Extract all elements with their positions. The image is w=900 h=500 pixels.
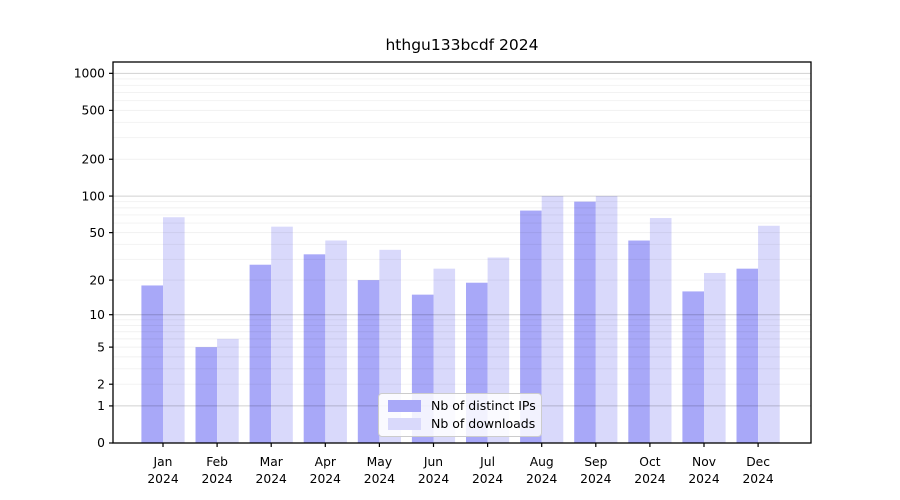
bar-downloads-Nov bbox=[704, 272, 726, 443]
bar-distinct-ips-Dec bbox=[736, 268, 759, 443]
plot-frame bbox=[112, 61, 812, 444]
x-tick-label-year: 2024 bbox=[418, 472, 449, 486]
legend-item-distinct-ips: Nb of distinct IPs bbox=[388, 398, 536, 414]
x-tick-label-month: Apr bbox=[315, 455, 337, 469]
y-tick-label: 200 bbox=[82, 152, 105, 166]
y-tick-label: 1000 bbox=[74, 67, 105, 81]
x-tick-label-year: 2024 bbox=[364, 472, 395, 486]
legend-swatch-distinct-ips-icon bbox=[388, 400, 421, 412]
y-tick-label: 2 bbox=[97, 377, 105, 391]
x-tick-label-year: 2024 bbox=[526, 472, 557, 486]
x-tick-label-month: Nov bbox=[692, 455, 716, 469]
bar-distinct-ips-Sep bbox=[574, 201, 596, 443]
bar-downloads-Feb bbox=[217, 338, 239, 443]
x-tick-label-month: Dec bbox=[746, 455, 770, 469]
x-tick-label-month: Jun bbox=[423, 455, 443, 469]
bar-distinct-ips-May bbox=[357, 280, 380, 443]
bar-distinct-ips-Apr bbox=[303, 254, 326, 443]
chart-title: hthgu133bcdf 2024 bbox=[385, 36, 539, 54]
bar-distinct-ips-Oct bbox=[628, 240, 650, 443]
x-tick-label-year: 2024 bbox=[688, 472, 719, 486]
bar-downloads-Sep bbox=[595, 196, 618, 443]
x-tick-label-month: Mar bbox=[260, 455, 284, 469]
bar-downloads-Dec bbox=[758, 225, 780, 443]
y-tick-label: 20 bbox=[89, 273, 105, 287]
x-tick-label-month: May bbox=[367, 455, 392, 469]
x-tick-label-year: 2024 bbox=[580, 472, 611, 486]
x-tick-label-year: 2024 bbox=[310, 472, 341, 486]
x-tick-label-month: Oct bbox=[639, 455, 660, 469]
bar-distinct-ips-Feb bbox=[195, 347, 218, 443]
y-tick-label: 10 bbox=[89, 308, 105, 322]
x-tick-label-year: 2024 bbox=[472, 472, 503, 486]
bar-distinct-ips-Aug bbox=[520, 210, 542, 443]
bar-downloads-Apr bbox=[325, 240, 347, 443]
x-tick-label-year: 2024 bbox=[742, 472, 773, 486]
bar-downloads-Jan bbox=[163, 217, 185, 443]
legend-label-downloads: Nb of downloads bbox=[431, 416, 536, 431]
x-tick-label-year: 2024 bbox=[256, 472, 287, 486]
x-tick-label-month: Jan bbox=[153, 455, 173, 469]
x-tick-label-year: 2024 bbox=[201, 472, 232, 486]
y-tick-label: 500 bbox=[82, 104, 105, 118]
legend-item-downloads: Nb of downloads bbox=[388, 416, 536, 432]
bar-downloads-Mar bbox=[271, 226, 293, 443]
x-tick-label-year: 2024 bbox=[147, 472, 178, 486]
bar-downloads-Aug bbox=[541, 196, 564, 443]
y-tick-label: 100 bbox=[82, 189, 105, 203]
y-tick-label: 0 bbox=[97, 436, 105, 450]
x-tick-label-month: Feb bbox=[206, 455, 228, 469]
y-tick-label: 5 bbox=[97, 340, 105, 354]
legend: Nb of distinct IPs Nb of downloads bbox=[378, 393, 542, 437]
legend-label-distinct-ips: Nb of distinct IPs bbox=[431, 398, 536, 413]
y-tick-label: 50 bbox=[89, 226, 105, 240]
x-tick-label-month: Jul bbox=[479, 455, 495, 469]
bar-downloads-Oct bbox=[649, 218, 672, 443]
x-tick-label-month: Aug bbox=[530, 455, 554, 469]
x-tick-label-year: 2024 bbox=[634, 472, 665, 486]
x-tick-label-month: Sep bbox=[584, 455, 607, 469]
legend-swatch-downloads-icon bbox=[388, 418, 421, 430]
y-tick-label: 1 bbox=[97, 399, 105, 413]
bar-distinct-ips-Jan bbox=[141, 285, 163, 443]
bar-distinct-ips-Nov bbox=[682, 291, 704, 443]
bar-distinct-ips-Mar bbox=[249, 264, 272, 443]
